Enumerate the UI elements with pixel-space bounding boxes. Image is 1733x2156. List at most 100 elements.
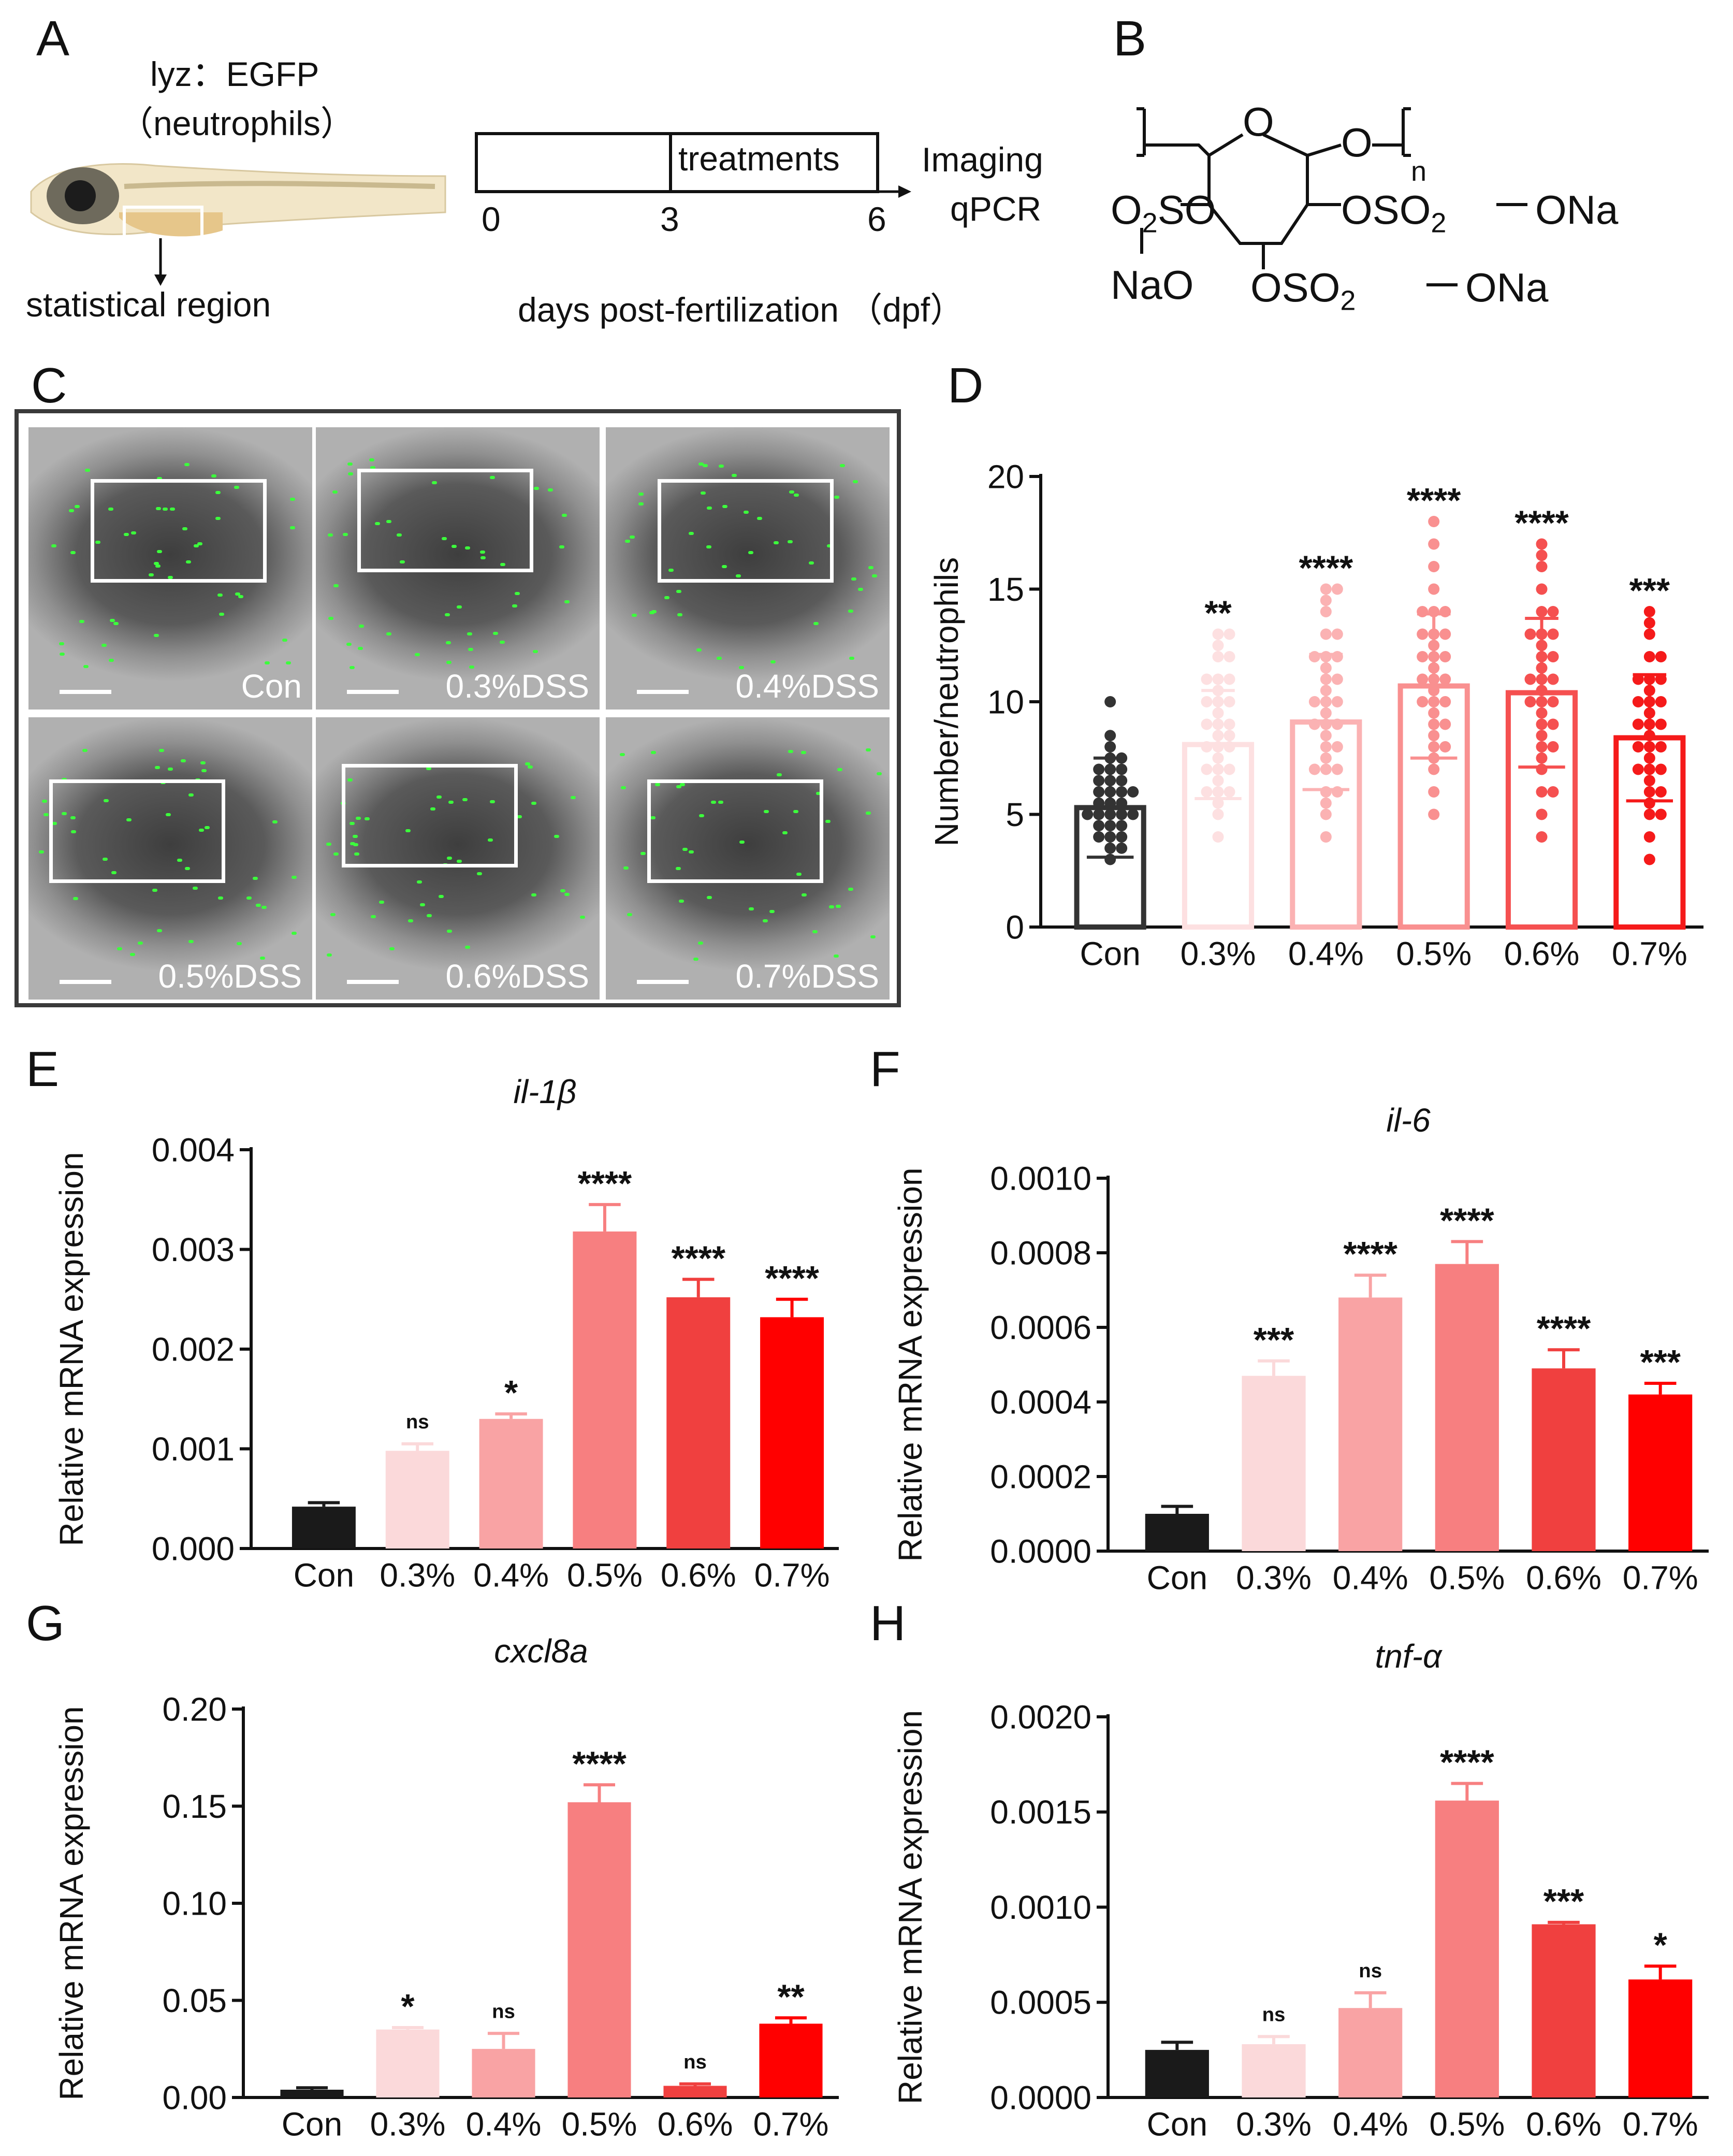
neutrophil-dot	[853, 480, 858, 483]
neutrophil-dot	[630, 536, 635, 539]
data-point	[1643, 673, 1655, 685]
neutrophil-dot	[534, 487, 539, 490]
significance-label: *	[504, 1373, 518, 1412]
neutrophil-dot	[488, 838, 493, 842]
neutrophil-dot	[265, 661, 270, 664]
neutrophil-dot	[707, 507, 712, 510]
category-label: 0.4%	[1333, 1559, 1408, 1590]
neutrophil-dot	[157, 477, 162, 480]
category-label: 0.6%	[1526, 1559, 1601, 1590]
neutrophil-dot	[415, 653, 420, 656]
category-label: 0.4%	[1288, 935, 1364, 973]
neutrophil-dot	[701, 491, 706, 495]
data-point	[1643, 853, 1655, 865]
data-point	[1632, 741, 1644, 753]
data-point	[1320, 606, 1332, 617]
data-point	[1428, 730, 1440, 742]
neutrophil-dot	[851, 577, 856, 581]
data-point	[1536, 538, 1548, 550]
neutrophil-dot	[571, 796, 576, 799]
category-label: Con	[1147, 2106, 1207, 2143]
data-point	[1308, 763, 1320, 775]
neutrophil-dot	[858, 588, 863, 591]
data-point	[1439, 651, 1451, 662]
data-point	[1439, 628, 1451, 640]
neutrophil-dot	[480, 551, 485, 554]
data-point	[1093, 820, 1105, 832]
data-point	[1536, 786, 1548, 798]
bar	[1532, 1924, 1596, 2097]
data-point	[1643, 786, 1655, 798]
data-point	[1104, 853, 1116, 865]
statistical-region-box	[357, 469, 533, 572]
bar	[1338, 2008, 1403, 2097]
y-tick-label: 0.0000	[990, 2079, 1091, 2116]
data-point	[1536, 707, 1548, 719]
data-point	[1536, 651, 1548, 662]
neutrophil-dot	[480, 556, 486, 559]
data-point	[1320, 718, 1332, 730]
category-label: Con	[294, 1557, 354, 1590]
neutrophil-dot	[430, 807, 435, 811]
neutrophil-dot	[343, 533, 348, 536]
treatment-label: Con	[241, 668, 302, 705]
data-point	[1201, 763, 1213, 775]
data-point	[1428, 561, 1440, 572]
data-point	[1320, 685, 1332, 697]
bar	[1242, 1376, 1306, 1551]
neutrophil-dot	[42, 800, 47, 803]
data-point	[1428, 741, 1440, 753]
treatment-label: 0.6%DSS	[445, 958, 589, 995]
data-point	[1428, 673, 1440, 685]
data-point	[1116, 763, 1128, 775]
neutrophil-dot	[166, 813, 171, 816]
treatment-label: 0.5%DSS	[158, 958, 302, 995]
microscopy-tile: 0.6%DSS	[316, 717, 600, 1000]
significance-label: ***	[1543, 1882, 1584, 1921]
data-point	[1201, 741, 1213, 753]
y-axis-label: Relative mRNA expression	[892, 1167, 929, 1561]
microscopy-tile: Con	[28, 427, 312, 710]
data-point	[1536, 640, 1548, 652]
data-point	[1536, 662, 1548, 674]
data-point	[1116, 775, 1128, 787]
data-point	[1536, 673, 1548, 685]
neutrophil-dot	[813, 622, 819, 625]
neutrophil-dot	[217, 594, 223, 597]
neutrophil-dot	[327, 953, 332, 957]
neutrophil-dot	[748, 551, 753, 554]
data-point	[1428, 763, 1440, 775]
neutrophil-dot	[389, 947, 395, 950]
neutrophil-dot	[744, 511, 749, 514]
neutrophil-dot	[253, 877, 258, 880]
data-point	[1655, 651, 1667, 662]
data-point	[1320, 831, 1332, 843]
bottom-ona-group: ONa	[1465, 265, 1549, 310]
neutrophil-dot	[188, 793, 194, 797]
neutrophil-dot	[353, 835, 358, 838]
neutrophil-dot	[457, 860, 462, 863]
bar	[1242, 2044, 1306, 2097]
neutrophil-dot	[79, 620, 84, 623]
dpf-axis-label: days post-fertilization （dpf）	[518, 291, 965, 329]
neutrophil-dot	[346, 643, 352, 646]
neutrophil-dot	[103, 858, 108, 861]
neutrophil-dot	[154, 562, 159, 565]
chart-title: il-1β	[514, 1073, 577, 1110]
data-point	[1093, 763, 1105, 775]
neutrophil-dot	[782, 831, 788, 834]
significance-label: ****	[1299, 549, 1353, 588]
y-tick-label: 0.0010	[990, 1160, 1091, 1197]
neutrophil-dot	[186, 560, 191, 563]
neutrophil-dot	[130, 953, 135, 956]
neutrophil-dot	[184, 463, 190, 466]
neutrophil-dot	[623, 866, 629, 870]
bar	[479, 1419, 543, 1549]
significance-label: **	[777, 1977, 805, 2016]
neutrophil-dot	[680, 783, 685, 786]
data-point	[1417, 696, 1429, 707]
scale-bar	[637, 690, 689, 694]
neutrophil-dot	[840, 464, 845, 467]
neutrophil-dot	[386, 632, 391, 635]
data-point	[1212, 797, 1224, 809]
